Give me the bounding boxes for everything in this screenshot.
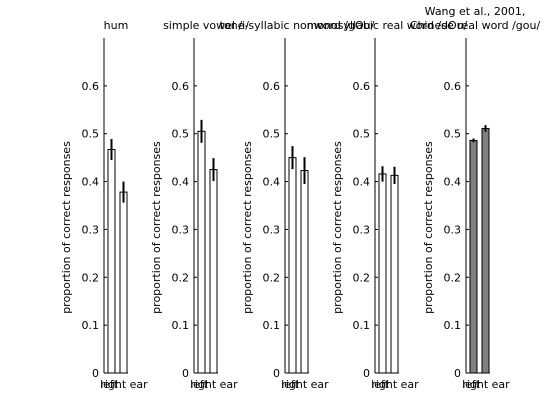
y-tick-label: 0.1 (353, 319, 371, 332)
panel-1: 0 0.1 0.2 0.3 0.4 0.5 0.6 proportion of correct… (60, 19, 148, 391)
bar-right-ear (209, 169, 218, 374)
y-tick-label: 0.4 (444, 176, 462, 189)
x-tick-label: left (190, 378, 209, 391)
y-tick-label: 0.6 (263, 80, 281, 93)
y-tick-label: 0 (363, 367, 370, 380)
y-tick-label: 0.4 (82, 176, 100, 189)
x-tick-label: left (281, 378, 300, 391)
y-axis-label: proportion of correct responses (150, 141, 163, 314)
chart-title: hum (104, 19, 129, 32)
y-tick-label: 0.1 (172, 319, 190, 332)
panel-2: 0 0.1 0.2 0.3 0.4 0.5 0.6 proportion of correct… (150, 19, 249, 391)
y-tick-label: 0.1 (263, 319, 281, 332)
bar-right-ear (481, 127, 490, 374)
y-tick-label: 0.6 (353, 80, 371, 93)
bar-left-ear (288, 157, 297, 374)
x-tick-label: left (371, 378, 390, 391)
y-tick-label: 0.2 (444, 271, 462, 284)
bar-left-ear (197, 130, 206, 374)
y-tick-label: 0.5 (172, 128, 190, 141)
y-axis-label: proportion of correct responses (331, 141, 344, 314)
panel-5: 0 0.1 0.2 0.3 0.4 0.5 0.6 proportion of correct… (410, 5, 541, 391)
bar-right-ear (390, 174, 399, 374)
y-tick-label: 0.1 (444, 319, 462, 332)
bar-right-ear (300, 170, 309, 374)
bar-left-ear (378, 173, 387, 374)
y-tick-label: 0.6 (444, 80, 462, 93)
chart-title: simple vowel /i/ (163, 19, 249, 32)
y-tick-label: 0.3 (172, 223, 190, 236)
x-tick-label: right ear (281, 378, 329, 391)
x-tick-label: left (100, 378, 119, 391)
y-tick-label: 0.5 (82, 128, 100, 141)
y-tick-label: 0.4 (172, 176, 190, 189)
panel-3: 0 0.1 0.2 0.3 0.4 0.5 0.6 proportion of correct… (220, 19, 375, 391)
chart-title: Chinese real word /gou/ (410, 19, 541, 32)
bar-right-ear (119, 191, 128, 374)
x-tick-label: right ear (190, 378, 238, 391)
chart-title: monosyllabic real word /dOu/ (307, 19, 468, 32)
y-tick-label: 0.4 (353, 176, 371, 189)
y-tick-label: 0.2 (353, 271, 371, 284)
y-tick-label: 0.2 (263, 271, 281, 284)
y-tick-label: 0.1 (82, 319, 100, 332)
y-tick-label: 0.6 (172, 80, 190, 93)
chart-title: Wang et al., 2001, (425, 5, 526, 18)
y-tick-label: 0 (454, 367, 461, 380)
y-tick-label: 0.3 (353, 223, 371, 236)
x-tick-label: right ear (100, 378, 148, 391)
chart-title: tone-syllabic nonword /gOu/ (220, 19, 375, 32)
x-tick-label: right ear (462, 378, 510, 391)
y-tick-label: 0 (273, 367, 280, 380)
y-tick-label: 0.3 (82, 223, 100, 236)
y-axis-label: proportion of correct responses (60, 141, 73, 314)
y-tick-label: 0.3 (263, 223, 281, 236)
y-tick-label: 0.5 (263, 128, 281, 141)
y-tick-label: 0 (182, 367, 189, 380)
y-tick-label: 0.2 (82, 271, 100, 284)
y-axis-label: proportion of correct responses (422, 141, 435, 314)
y-tick-label: 0.3 (444, 223, 462, 236)
y-axis-label: proportion of correct responses (241, 141, 254, 314)
bar-left-ear (469, 139, 478, 374)
panel-4: 0 0.1 0.2 0.3 0.4 0.5 0.6 proportion of correct… (307, 19, 468, 391)
x-tick-label: right ear (371, 378, 419, 391)
y-tick-label: 0.6 (82, 80, 100, 93)
y-tick-label: 0.4 (263, 176, 281, 189)
x-tick-label: left (462, 378, 481, 391)
y-tick-label: 0.5 (444, 128, 462, 141)
y-tick-label: 0.2 (172, 271, 190, 284)
y-tick-label: 0 (92, 367, 99, 380)
bar-left-ear (107, 149, 116, 374)
y-tick-label: 0.5 (353, 128, 371, 141)
